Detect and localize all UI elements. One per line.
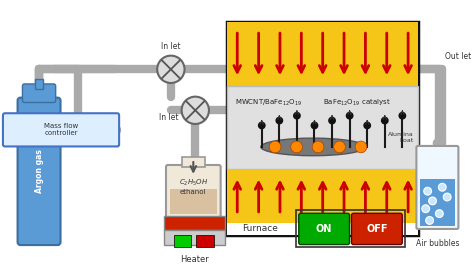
Bar	[164, 216, 225, 231]
Circle shape	[363, 122, 371, 129]
FancyBboxPatch shape	[352, 213, 402, 245]
Text: MWCNT/BaFe$_{12}$O$_{19}$: MWCNT/BaFe$_{12}$O$_{19}$	[235, 98, 302, 108]
Text: Mass flow
controller: Mass flow controller	[44, 123, 78, 136]
Bar	[228, 86, 418, 169]
Bar	[228, 169, 418, 222]
Circle shape	[334, 141, 346, 153]
Circle shape	[443, 193, 451, 201]
Bar	[170, 189, 217, 214]
FancyBboxPatch shape	[3, 113, 119, 146]
Circle shape	[428, 197, 437, 205]
Bar	[182, 157, 205, 167]
Text: OFF: OFF	[366, 224, 388, 234]
Circle shape	[293, 112, 301, 120]
Text: BaFe$_{12}$O$_{19}$ catalyst: BaFe$_{12}$O$_{19}$ catalyst	[323, 98, 391, 108]
Circle shape	[399, 112, 406, 120]
Circle shape	[424, 187, 431, 195]
Ellipse shape	[261, 138, 365, 156]
Text: $C_2H_5OH$
ethanol: $C_2H_5OH$ ethanol	[179, 178, 208, 195]
Circle shape	[328, 117, 336, 125]
Circle shape	[269, 141, 281, 153]
Text: Out let: Out let	[445, 52, 472, 62]
Bar	[228, 22, 418, 86]
Bar	[420, 179, 455, 225]
Bar	[196, 235, 214, 247]
Circle shape	[157, 56, 184, 83]
Text: Furnace: Furnace	[242, 224, 278, 233]
Text: ON: ON	[316, 224, 332, 234]
Circle shape	[426, 217, 434, 224]
Circle shape	[310, 122, 319, 129]
Bar	[174, 235, 191, 247]
Text: Alumina
boat: Alumina boat	[388, 132, 414, 143]
Text: In let: In let	[159, 113, 179, 122]
Bar	[35, 79, 43, 89]
Text: Argon gas: Argon gas	[35, 149, 44, 193]
Bar	[164, 231, 225, 245]
Circle shape	[436, 210, 443, 218]
Text: Air bubbles: Air bubbles	[416, 239, 459, 248]
Circle shape	[346, 112, 354, 120]
Circle shape	[182, 97, 209, 124]
FancyBboxPatch shape	[417, 146, 458, 229]
Circle shape	[422, 205, 429, 213]
Text: In let: In let	[161, 42, 181, 51]
Circle shape	[291, 141, 302, 153]
Text: Heater: Heater	[180, 255, 209, 264]
Circle shape	[258, 122, 265, 129]
FancyBboxPatch shape	[22, 84, 55, 102]
FancyBboxPatch shape	[166, 165, 221, 218]
Circle shape	[312, 141, 324, 153]
Circle shape	[381, 117, 389, 125]
FancyBboxPatch shape	[299, 213, 349, 245]
Bar	[296, 210, 405, 247]
Bar	[228, 22, 418, 235]
FancyBboxPatch shape	[18, 98, 61, 245]
Circle shape	[275, 117, 283, 125]
Circle shape	[355, 141, 367, 153]
Bar	[228, 222, 418, 235]
Circle shape	[438, 183, 446, 191]
